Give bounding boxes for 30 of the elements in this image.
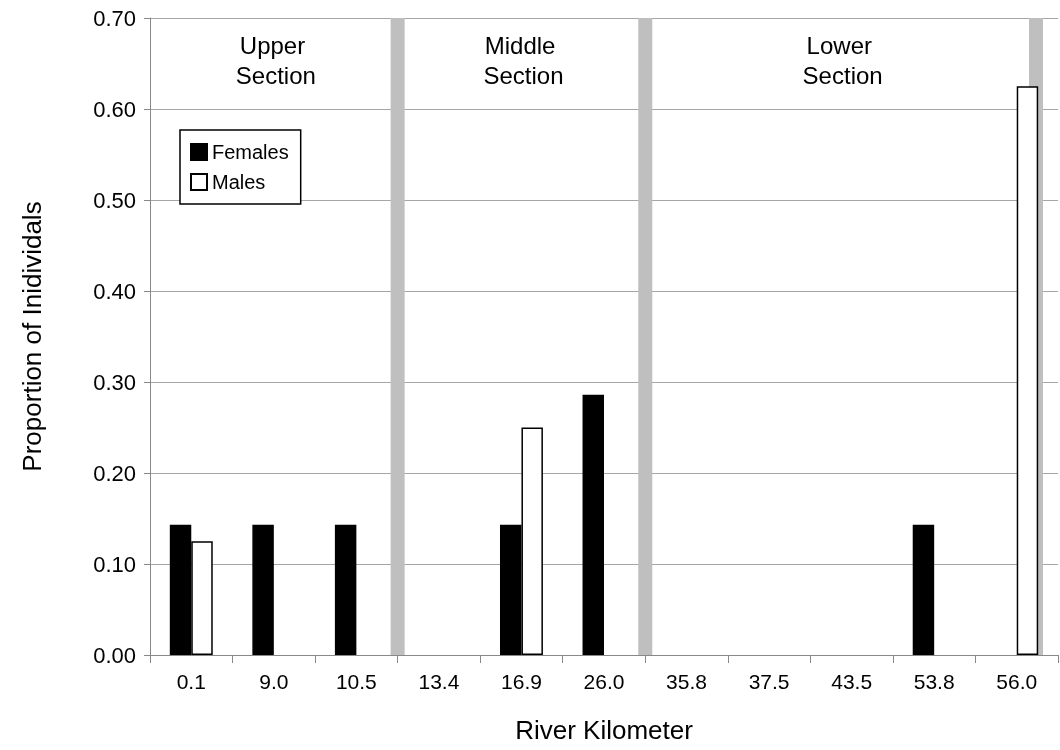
y-tick-label: 0.30 <box>93 369 136 395</box>
x-tick-label: 43.5 <box>831 670 873 693</box>
x-tick-label: 26.0 <box>583 670 625 693</box>
y-tick-label: 0.20 <box>93 460 136 486</box>
x-tick-label: 35.8 <box>666 670 707 693</box>
y-tick-label: 0.10 <box>93 551 136 577</box>
legend-label: Females <box>212 141 289 163</box>
annotation: Middle Section <box>483 31 564 89</box>
y-tick-label: 0.70 <box>93 5 136 31</box>
bar <box>582 394 604 655</box>
bar <box>912 524 935 655</box>
y-axis-title: Proportion of Inidividals <box>17 201 47 472</box>
annotation: Lower Section <box>802 31 883 89</box>
annotation: Upper Section <box>235 31 316 89</box>
y-tick-label: 0.40 <box>93 278 136 304</box>
x-tick-label: 56.0 <box>996 670 1038 693</box>
legend-label: Males <box>212 171 266 193</box>
x-tick-label: 9.0 <box>259 670 289 693</box>
x-tick-label: 37.5 <box>748 670 790 693</box>
x-axis-title: River Kilometer <box>515 715 694 745</box>
y-tick-label: 0.00 <box>93 642 136 668</box>
x-tick-label: 16.9 <box>501 670 542 693</box>
x-tick-label: 10.5 <box>335 670 377 693</box>
x-tick-label: 13.4 <box>418 670 460 693</box>
bar <box>334 524 357 655</box>
x-tick-label: 53.8 <box>913 670 955 693</box>
y-tick-label: 0.60 <box>93 96 136 122</box>
bar <box>252 524 274 655</box>
x-tick-label: 0.1 <box>176 670 206 693</box>
y-tick-label: 0.50 <box>93 187 136 213</box>
